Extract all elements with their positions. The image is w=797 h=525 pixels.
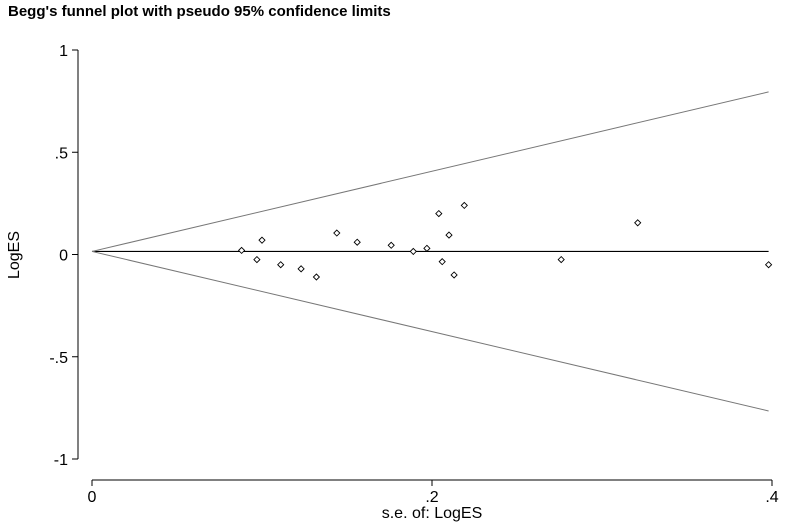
funnel-lines — [91, 91, 769, 412]
data-point — [435, 209, 443, 218]
y-tick-label: 1 — [59, 43, 68, 60]
x-axis-title: s.e. of: LogES — [382, 505, 483, 522]
data-point — [409, 247, 417, 256]
y-axis-title: LogES — [6, 231, 23, 279]
data-points — [237, 201, 773, 281]
data-point — [333, 229, 341, 237]
y-tick-label: -.5 — [49, 350, 68, 367]
x-tick-label: .4 — [765, 489, 778, 506]
data-point — [312, 273, 321, 281]
data-point — [387, 241, 395, 249]
y-tick-label: .5 — [55, 145, 68, 162]
data-point — [438, 258, 446, 266]
upper-confidence-limit-line — [91, 91, 769, 252]
axes: 1 .5 0 -.5 -1 0 .2 .4 — [49, 43, 778, 506]
chart-title: Begg's funnel plot with pseudo 95% confi… — [8, 3, 391, 20]
x-tick-label: .2 — [425, 489, 438, 506]
data-point — [423, 244, 431, 253]
data-point — [237, 246, 246, 255]
lower-confidence-limit-line — [91, 250, 769, 412]
y-tick-label: -1 — [54, 452, 68, 469]
data-point — [634, 219, 642, 227]
data-point — [445, 231, 453, 239]
data-point — [277, 261, 285, 269]
data-point — [460, 201, 468, 210]
data-point — [297, 265, 305, 273]
data-point — [450, 271, 458, 279]
y-tick-label: 0 — [59, 248, 68, 265]
data-point — [764, 261, 773, 269]
x-tick-label: 0 — [88, 489, 97, 506]
data-point — [253, 255, 261, 264]
data-point — [353, 238, 361, 246]
data-point — [557, 255, 565, 264]
data-point — [258, 236, 266, 244]
